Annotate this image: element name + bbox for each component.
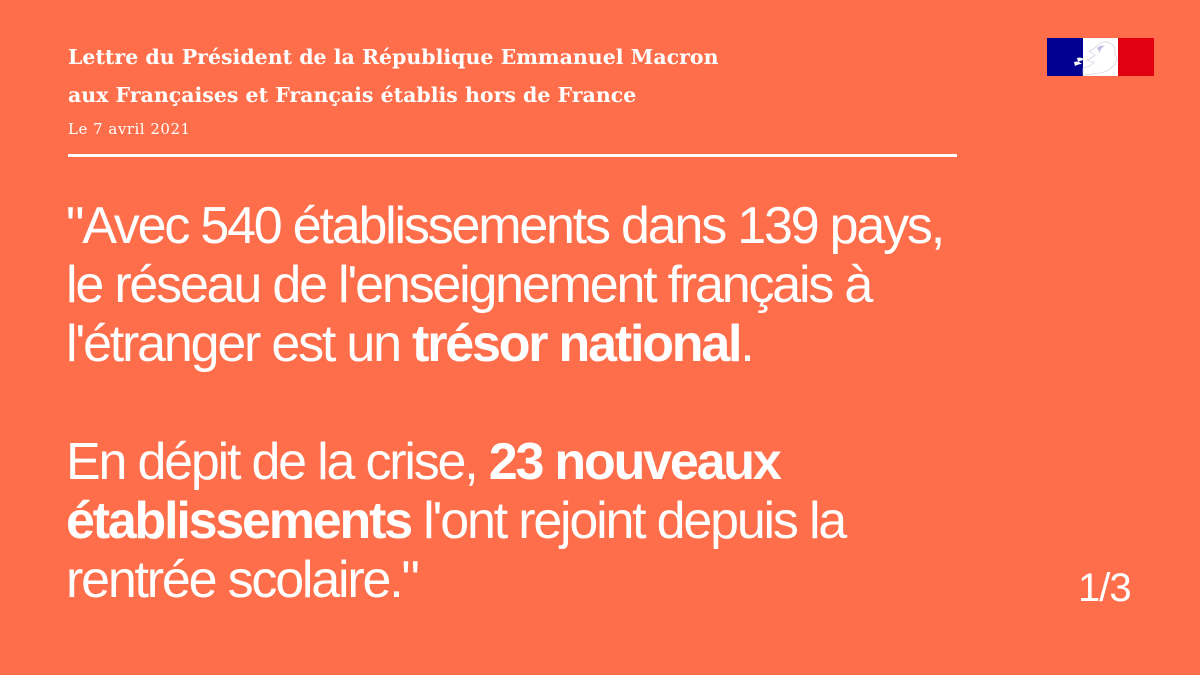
quote-emphasis: trésor national <box>412 315 742 373</box>
quote-text: En dépit de la crise, <box>66 433 489 491</box>
paragraph-gap <box>66 374 1066 433</box>
quote-line: établissements l'ont rejoint depuis la <box>66 492 1066 551</box>
quote-line: rentrée scolaire." <box>66 551 420 609</box>
quote-block: "Avec 540 établissements dans 139 pays, … <box>66 197 1066 610</box>
header-divider <box>68 154 957 157</box>
quote-line: le réseau de l'enseignement français à <box>66 256 873 314</box>
marianne-logo-icon <box>1047 38 1154 76</box>
quote-line: "Avec 540 établissements dans 139 pays, <box>66 197 945 255</box>
letter-title-line-1: Lettre du Président de la République Emm… <box>68 45 719 69</box>
quote-line: En dépit de la crise, 23 nouveaux <box>66 433 1066 492</box>
quote-line: l'étranger est un trésor national. <box>66 315 1066 374</box>
quote-text: . <box>740 315 754 373</box>
quote-emphasis: établissements <box>66 492 413 550</box>
letter-date: Le 7 avril 2021 <box>68 120 191 138</box>
quote-text: l'ont rejoint depuis la <box>410 492 847 550</box>
letter-title-line-2: aux Françaises et Français établis hors … <box>68 83 637 107</box>
quote-text: l'étranger est un <box>66 315 413 373</box>
page-indicator: 1/3 <box>1078 566 1132 610</box>
quote-emphasis: 23 nouveaux <box>488 433 782 491</box>
letter-title: Lettre du Président de la République Emm… <box>68 38 948 114</box>
